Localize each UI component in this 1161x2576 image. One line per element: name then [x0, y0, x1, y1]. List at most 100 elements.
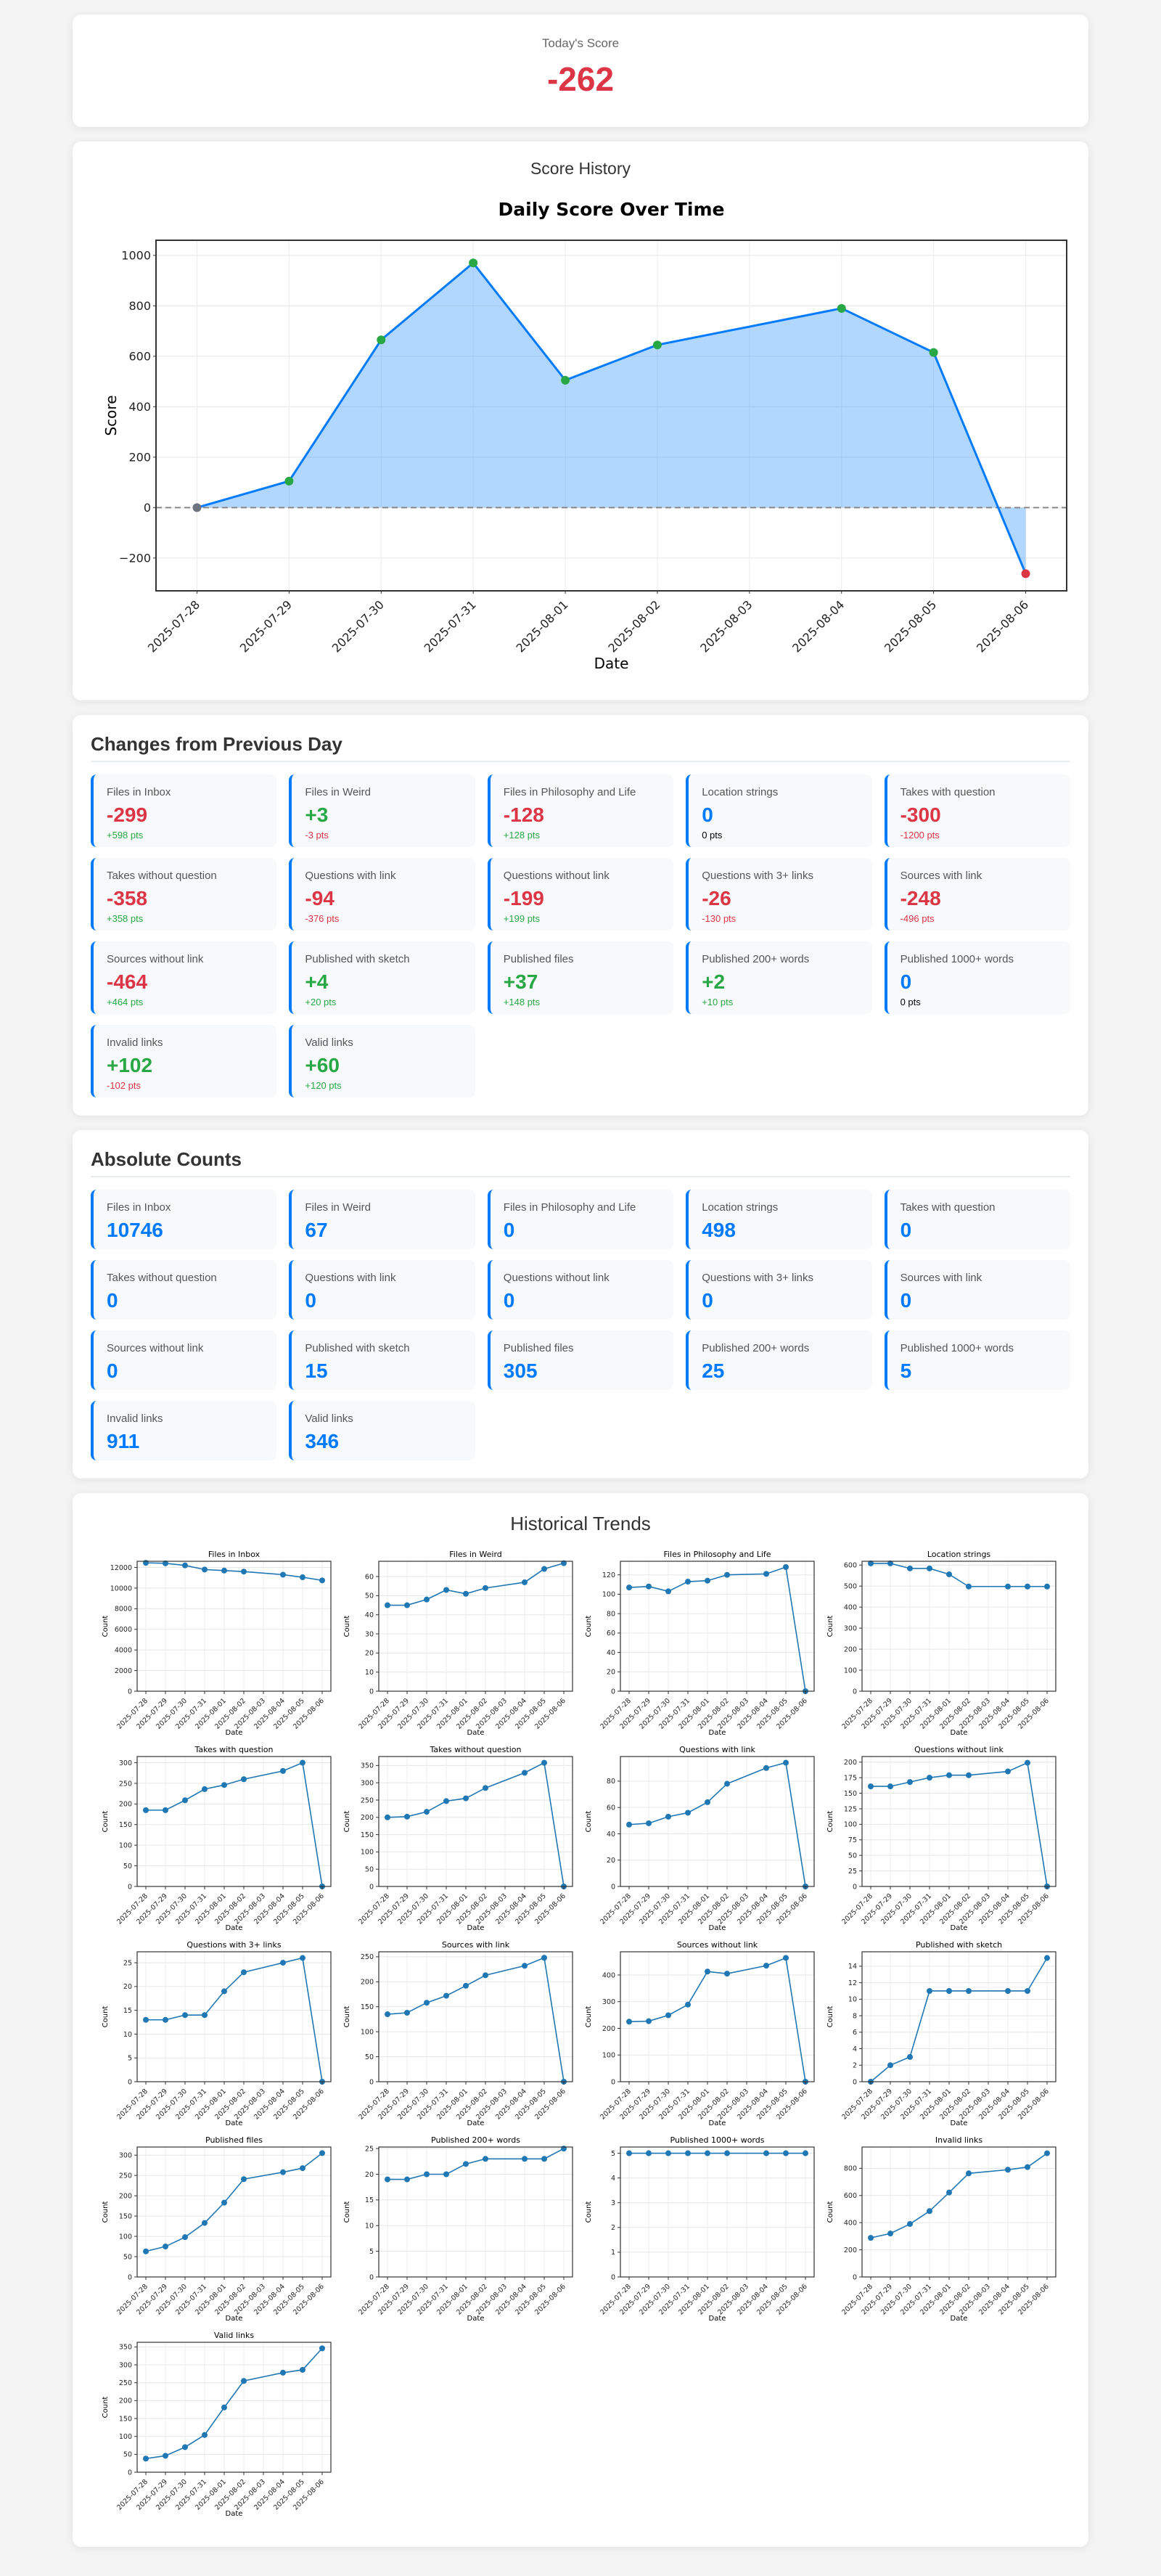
- data-point: [163, 1560, 169, 1566]
- data-point: [163, 2016, 169, 2023]
- y-axis-label: Count: [826, 2006, 834, 2028]
- plot-frame: [861, 1756, 1057, 1887]
- historical-trends-card: Historical Trends Files in Inbox 0 2000 400…: [73, 1493, 1088, 2547]
- stat-label: Published 200+ words: [702, 1342, 810, 1354]
- x-tick-label: 2025-08-02: [605, 597, 662, 655]
- stat-label: Sources with link: [900, 870, 982, 882]
- y-tick-label: 200: [844, 1645, 857, 1653]
- data-point: [463, 1795, 469, 1802]
- y-tick-label: 20: [607, 1669, 615, 1677]
- data-point: [221, 1988, 228, 1995]
- stat-label: Questions without link: [503, 870, 610, 882]
- stat-count-value: 0: [702, 1289, 713, 1312]
- stat-label: Files in Weird: [305, 1201, 371, 1214]
- data-point: [541, 1566, 547, 1572]
- stat-change-value: -128: [503, 804, 544, 826]
- stat-points: +199 pts: [503, 913, 541, 924]
- data-point: [443, 1992, 450, 1999]
- change-stat-card: Published 200+ words +2 +10 pts: [686, 941, 872, 1014]
- trend-chart: Valid links0501001502002503003502025-07-…: [102, 2331, 332, 2518]
- data-point: [1024, 2164, 1030, 2170]
- trend-chart: Questions with link0204060802025-07-2820…: [585, 1745, 815, 1932]
- data-point: [182, 1797, 189, 1804]
- data-point: [385, 2176, 391, 2183]
- data-point: [541, 1955, 547, 1961]
- stat-change-value: -94: [305, 887, 335, 909]
- series-line: [387, 1762, 565, 1887]
- trend-charts-grid: Files in Inbox 0 2000 4000 6000 8000 10000 1200…: [91, 1544, 1070, 2520]
- data-point: [299, 1759, 305, 1766]
- y-tick-label: 200: [361, 1979, 374, 1987]
- data-point: [907, 2053, 914, 2060]
- data-point: [1004, 1987, 1011, 1994]
- y-tick-label: 40: [365, 1611, 374, 1619]
- absolute-stat-card: Takes without question 0: [91, 1260, 277, 1320]
- data-point: [279, 2169, 286, 2175]
- stat-change-value: 0: [702, 804, 713, 826]
- y-axis-label: Count: [102, 1616, 110, 1637]
- data-point: [946, 2189, 953, 2196]
- stat-points: 0 pts: [900, 997, 921, 1007]
- stat-change-value: +2: [702, 970, 726, 993]
- trend-chart: Published with sketch024681012142025-07-…: [826, 1940, 1057, 2127]
- x-tick-label: 2025-08-04: [789, 597, 847, 655]
- plot-frame: [378, 1951, 573, 2082]
- plot-frame: [620, 1951, 815, 2082]
- absolute-stat-card: Sources with link 0: [884, 1260, 1070, 1320]
- y-tick-label: 200: [844, 1759, 857, 1767]
- x-axis-label: Date: [709, 2315, 726, 2323]
- data-point: [385, 2011, 391, 2018]
- stat-change-value: +4: [305, 970, 329, 993]
- data-point: [299, 2165, 305, 2172]
- data-point: [907, 1565, 914, 1571]
- stat-count-value: 0: [503, 1289, 515, 1312]
- x-axis-label: Date: [226, 1729, 243, 1737]
- data-point: [424, 2171, 430, 2178]
- data-point: [782, 1955, 789, 1961]
- data-point: [385, 1602, 391, 1608]
- data-point: [482, 2156, 488, 2162]
- stat-label: Published 200+ words: [702, 953, 810, 965]
- data-point: [1043, 2150, 1050, 2156]
- data-point: [163, 2453, 169, 2459]
- y-tick-label: 40: [607, 1649, 615, 1657]
- stat-count-value: 67: [305, 1219, 328, 1241]
- y-tick-label: 400: [844, 2220, 857, 2228]
- data-point: [705, 2150, 711, 2156]
- y-tick-label: 0: [369, 2078, 374, 2086]
- change-stat-card: Questions with 3+ links -26 -130 pts: [686, 858, 872, 931]
- stat-label: Files in Philosophy and Life: [503, 786, 636, 798]
- stat-count-value: 5: [900, 1359, 912, 1382]
- data-point: [240, 1969, 247, 1976]
- y-axis-label: Score: [102, 395, 120, 436]
- absolute-stat-card: Published with sketch 15: [289, 1330, 475, 1390]
- stat-points: -102 pts: [107, 1080, 141, 1091]
- score-history-title: Score History: [530, 159, 631, 178]
- y-tick-label: 200: [361, 1814, 374, 1822]
- y-tick-label: 200: [602, 2025, 615, 2033]
- y-tick-label: 10: [123, 2031, 132, 2039]
- data-point: [463, 1982, 469, 1989]
- data-point: [887, 2062, 894, 2069]
- data-point: [521, 2156, 528, 2162]
- y-tick-label: 0: [369, 2273, 374, 2281]
- trend-chart: Invalid links02004006008002025-07-282025…: [826, 2135, 1057, 2323]
- x-axis-label: Date: [467, 1924, 485, 1932]
- y-tick-label: 50: [123, 1863, 132, 1870]
- chart-title: Files in Inbox: [208, 1550, 260, 1559]
- stat-label: Valid links: [305, 1036, 353, 1049]
- data-point: [143, 2016, 149, 2023]
- y-tick-label: 150: [361, 2003, 374, 2011]
- y-tick-label: 50: [365, 1866, 374, 1874]
- trend-chart: Published 1000+ words0123452025-07-28202…: [585, 2135, 815, 2323]
- y-tick-label: 1: [611, 2249, 615, 2257]
- data-point: [202, 1786, 208, 1792]
- stat-count-value: 0: [900, 1219, 912, 1241]
- stat-label: Published with sketch: [305, 953, 410, 965]
- chart-title: Published 1000+ words: [670, 2135, 765, 2145]
- data-point: [279, 2369, 286, 2376]
- data-point: [723, 2150, 730, 2156]
- stat-count-value: 0: [503, 1219, 515, 1241]
- data-point: [221, 1782, 228, 1788]
- stat-count-value: 911: [107, 1430, 140, 1452]
